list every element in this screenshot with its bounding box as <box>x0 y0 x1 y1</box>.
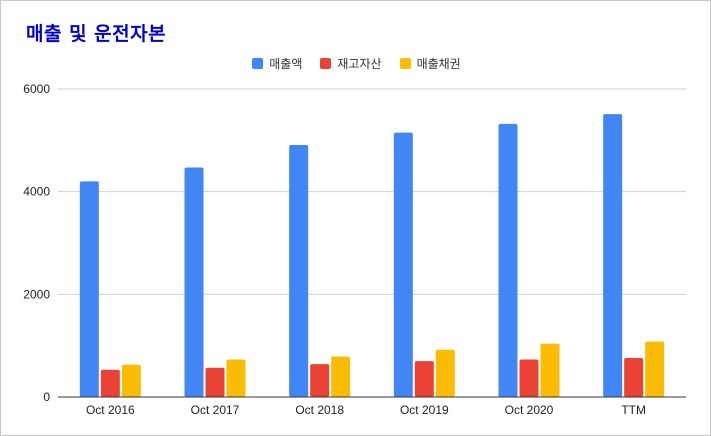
bar <box>645 341 665 397</box>
legend-item-inventory: 재고자산 <box>320 55 382 72</box>
bar <box>498 123 518 397</box>
bar <box>624 357 644 397</box>
bar <box>435 349 455 397</box>
chart-legend: 매출액 재고자산 매출채권 <box>1 55 711 72</box>
bar <box>226 359 246 397</box>
x-tick-label: Oct 2020 <box>505 403 554 417</box>
legend-item-receivables: 매출채권 <box>399 55 461 72</box>
bar <box>414 361 434 397</box>
chart-title: 매출 및 운전자본 <box>26 23 167 45</box>
legend-label-inventory: 재고자산 <box>337 57 382 71</box>
bar <box>100 369 120 397</box>
bar <box>540 343 560 397</box>
bar <box>331 356 351 397</box>
legend-item-revenue: 매출액 <box>252 55 302 72</box>
x-tick-label: TTM <box>621 403 646 417</box>
bar <box>184 167 204 397</box>
legend-label-revenue: 매출액 <box>269 57 303 71</box>
bar <box>519 359 539 397</box>
x-tick-label: Oct 2017 <box>191 403 240 417</box>
bar <box>79 181 99 397</box>
bar <box>205 367 225 397</box>
bar <box>393 132 413 397</box>
legend-swatch-inventory <box>320 58 332 69</box>
legend-swatch-receivables <box>399 58 411 69</box>
legend-swatch-revenue <box>252 58 264 69</box>
x-tick-label: Oct 2016 <box>86 403 135 417</box>
bar <box>121 364 141 397</box>
x-tick-label: Oct 2018 <box>295 403 344 417</box>
bar <box>603 114 623 398</box>
y-tick-label: 4000 <box>23 185 50 199</box>
y-tick-label: 6000 <box>23 82 50 96</box>
y-tick-label: 2000 <box>23 287 50 301</box>
bar <box>289 144 309 397</box>
y-tick-label: 0 <box>43 390 50 404</box>
bar <box>310 364 330 397</box>
legend-label-receivables: 매출채권 <box>416 57 461 71</box>
x-tick-label: Oct 2019 <box>400 403 449 417</box>
